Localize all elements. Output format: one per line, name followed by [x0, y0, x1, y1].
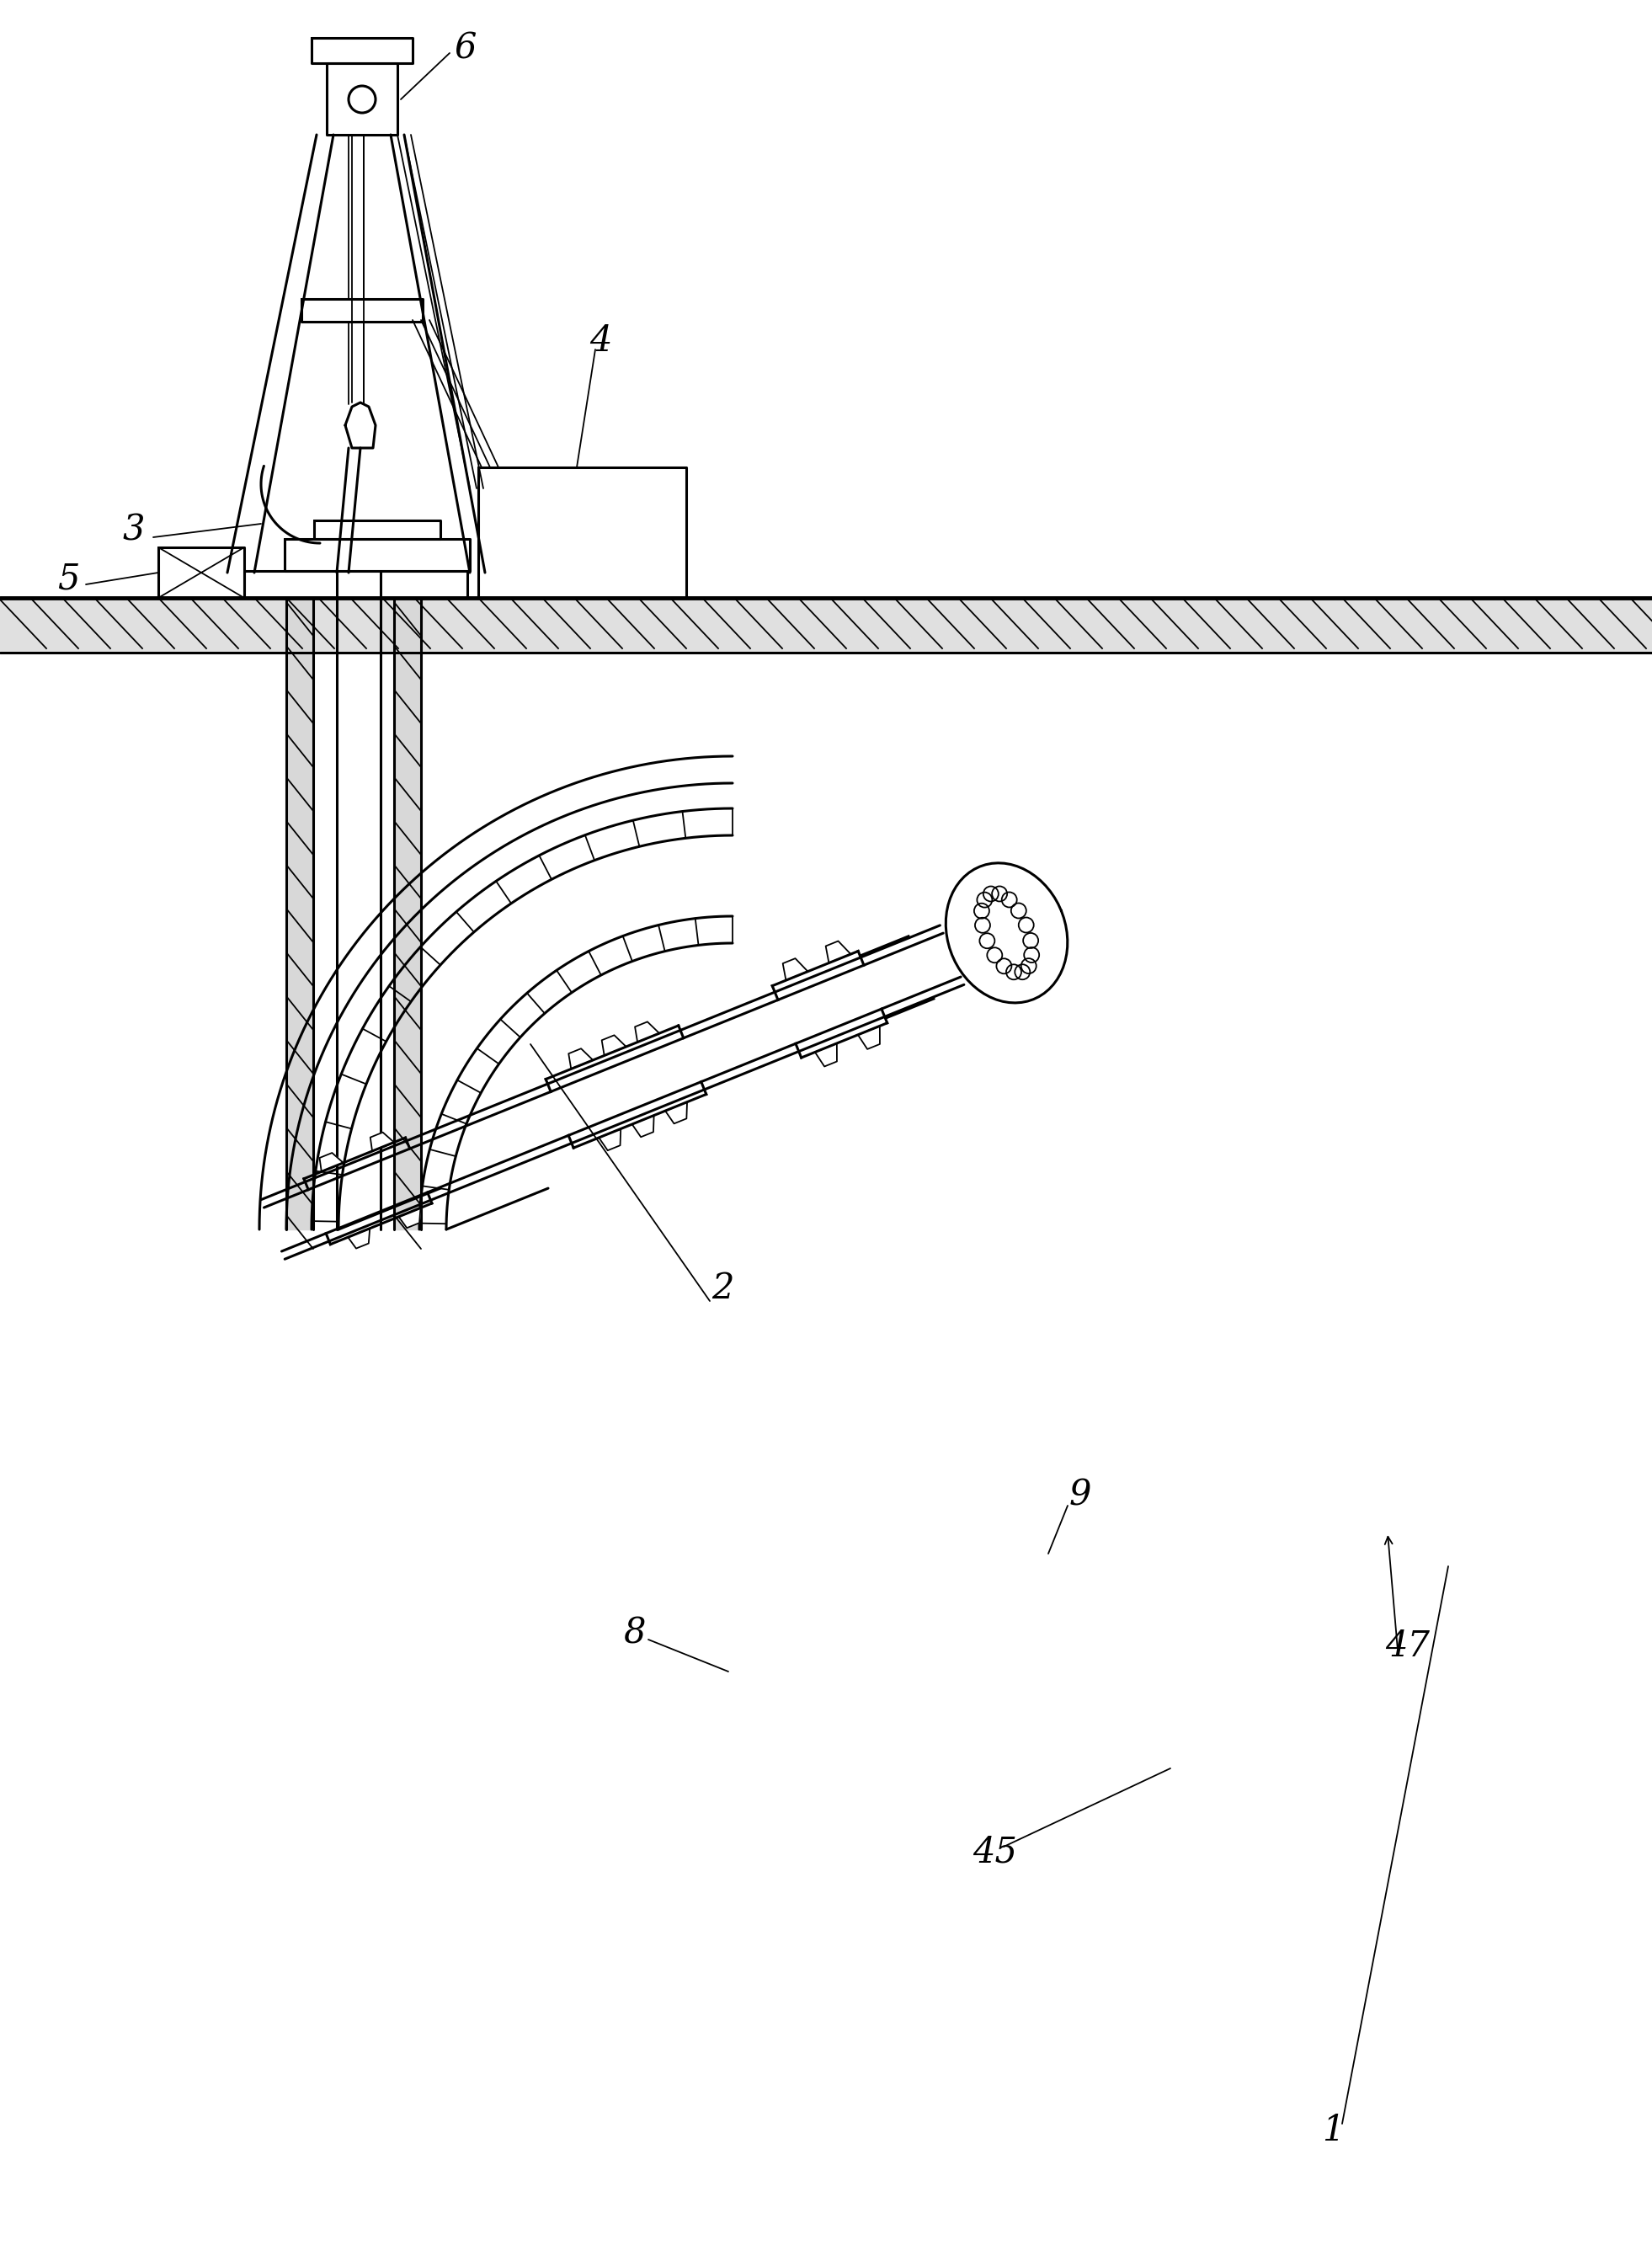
Circle shape [1019, 918, 1034, 932]
Circle shape [975, 902, 990, 918]
Polygon shape [814, 1044, 838, 1066]
Polygon shape [327, 63, 398, 135]
Polygon shape [666, 1102, 687, 1125]
Text: 9: 9 [1069, 1477, 1092, 1513]
Polygon shape [319, 1154, 344, 1172]
Text: 3: 3 [122, 512, 144, 548]
Polygon shape [857, 1026, 881, 1048]
Polygon shape [395, 597, 421, 1230]
Circle shape [976, 891, 993, 907]
Circle shape [980, 934, 995, 947]
Polygon shape [947, 862, 1067, 1004]
Polygon shape [601, 1035, 626, 1055]
Text: 5: 5 [58, 561, 79, 597]
Polygon shape [633, 1116, 654, 1136]
Text: 47: 47 [1384, 1628, 1429, 1664]
Polygon shape [568, 1048, 593, 1069]
Circle shape [1001, 891, 1018, 907]
Polygon shape [0, 597, 1652, 653]
Circle shape [1024, 947, 1039, 963]
Text: 45: 45 [973, 1834, 1018, 1870]
Text: 4: 4 [590, 323, 611, 359]
Circle shape [983, 887, 998, 902]
Circle shape [988, 947, 1003, 963]
Circle shape [1014, 965, 1029, 979]
Polygon shape [398, 1208, 421, 1228]
Polygon shape [826, 941, 851, 963]
Polygon shape [286, 597, 314, 1230]
Text: 8: 8 [623, 1616, 646, 1652]
Text: 2: 2 [712, 1271, 733, 1307]
Polygon shape [349, 1228, 370, 1248]
Polygon shape [345, 402, 375, 449]
Circle shape [1021, 959, 1036, 974]
Polygon shape [312, 38, 413, 63]
Polygon shape [370, 1131, 395, 1152]
Polygon shape [284, 539, 469, 570]
Polygon shape [314, 521, 441, 539]
Circle shape [975, 918, 990, 934]
Circle shape [991, 887, 1008, 902]
Polygon shape [301, 299, 423, 321]
Circle shape [1006, 965, 1021, 979]
Text: 1: 1 [1322, 2113, 1345, 2148]
Circle shape [996, 959, 1011, 974]
Polygon shape [479, 467, 686, 597]
Polygon shape [783, 959, 808, 981]
Polygon shape [634, 1021, 659, 1042]
Circle shape [1011, 902, 1026, 918]
Circle shape [1023, 934, 1039, 947]
Circle shape [349, 85, 375, 112]
Polygon shape [244, 570, 468, 597]
Text: 6: 6 [454, 31, 477, 67]
Polygon shape [159, 548, 244, 597]
Polygon shape [600, 1129, 621, 1149]
